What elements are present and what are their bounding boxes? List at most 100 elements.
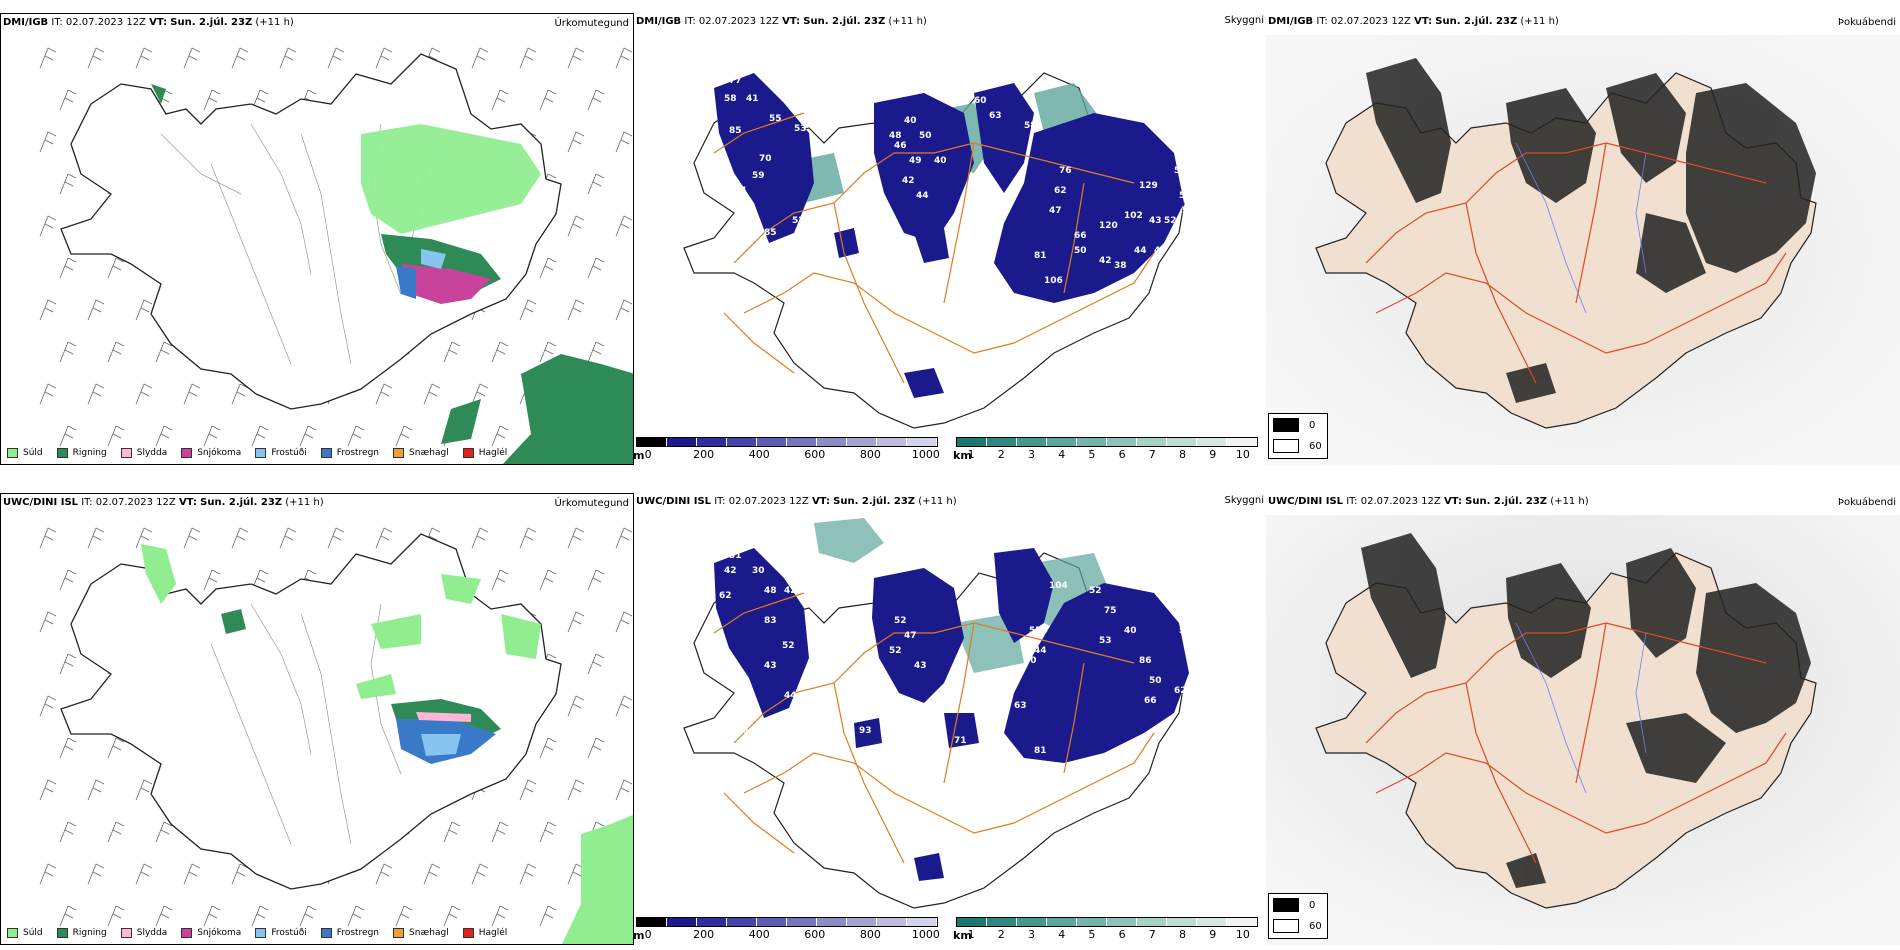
ceiling-value-label: 120 <box>1099 221 1118 231</box>
colorbar-segment <box>847 918 877 926</box>
legend-swatch <box>7 448 18 458</box>
legend-item: Snæhagl <box>393 448 449 458</box>
wind-barb <box>587 89 605 111</box>
legend-item: Slydda <box>120 928 168 938</box>
wind-barb <box>183 527 201 549</box>
colorbar-tick: 2 <box>997 928 1005 941</box>
ceiling-value-label: 43 <box>1149 216 1162 226</box>
colorbar-segment <box>1197 438 1227 446</box>
colorbar-tick: 9 <box>1209 448 1217 461</box>
colorbar-tick: 7 <box>1148 928 1156 941</box>
wind-barb <box>615 779 633 801</box>
iceland-map <box>39 527 633 944</box>
precip-type-panel-uwc: UWC/DINI ISL IT: 02.07.2023 12Z VT: Sun.… <box>0 493 634 945</box>
legend-label: Slydda <box>136 928 168 938</box>
ceiling-value-label: 30 <box>752 566 765 576</box>
colorbar-tick: 600 <box>804 928 826 941</box>
wind-barb <box>539 821 557 843</box>
colorbar-segment <box>787 918 817 926</box>
ceiling-value-label: 63 <box>1014 701 1027 711</box>
wind-barb <box>491 569 509 591</box>
wind-barb <box>107 737 125 759</box>
ceiling-value-label: 43 <box>764 661 777 671</box>
colorbar-tick: 800 <box>859 928 881 941</box>
legend-label: Frostregn <box>336 928 380 938</box>
wind-barb <box>251 905 269 927</box>
wind-barb <box>87 299 105 321</box>
ceiling-value-label: 42 <box>1099 256 1112 266</box>
colorbar-tick: 7 <box>1148 448 1156 461</box>
ceiling-value-label: 66 <box>1074 231 1087 241</box>
colorbar-tick: 10 <box>1235 448 1250 461</box>
colorbar-segment <box>757 918 787 926</box>
legend-label: Snjókoma <box>197 448 242 458</box>
wind-barb <box>279 47 297 69</box>
ceiling-value-label: 44 <box>1134 246 1147 256</box>
ceiling-value-label: 46 <box>894 141 907 151</box>
legend-swatch <box>181 928 193 938</box>
colorbar-segment <box>727 918 757 926</box>
ceiling-value-label: 44 <box>1034 646 1047 656</box>
fog-map <box>1266 35 1900 465</box>
colorbar-tick: 0 <box>644 928 652 941</box>
legend-label: Frostregn <box>336 448 380 458</box>
legend-swatch <box>255 928 267 938</box>
ceiling-value-label: 52 <box>894 616 907 626</box>
legend-swatch <box>393 928 405 938</box>
wind-barb <box>155 905 173 927</box>
colorbar-tick: 1 <box>967 448 975 461</box>
wind-barb <box>203 425 221 447</box>
wind-barb <box>567 779 585 801</box>
wind-barb <box>491 89 509 111</box>
wind-barb <box>59 89 77 111</box>
wind-barb <box>59 737 77 759</box>
ceiling-colorbar: 0 200 400 600 800 1000 m <box>634 437 940 465</box>
wind-barb <box>183 47 201 69</box>
precip-legend: Súld Rigning Slydda Snjókoma Frostúði Frostre… <box>7 448 507 458</box>
wind-barb <box>135 299 153 321</box>
wind-barb <box>491 905 509 927</box>
legend-swatch <box>56 448 68 458</box>
wind-barb <box>59 569 77 591</box>
ceiling-value-label: 81 <box>1034 746 1047 756</box>
colorbar-tick: 400 <box>748 448 770 461</box>
ceiling-value-label: 52 <box>889 646 902 656</box>
wind-barb <box>203 89 221 111</box>
wind-barb <box>39 527 57 549</box>
wind-barb <box>135 779 153 801</box>
ceiling-value-label: 70 <box>759 154 772 164</box>
colorbar-tick: 1 <box>967 928 975 941</box>
wind-barb <box>87 779 105 801</box>
ceiling-value-label: 53 <box>1099 636 1112 646</box>
wind-barb <box>539 89 557 111</box>
colorbar-segment <box>907 918 937 926</box>
wind-barb <box>587 341 605 363</box>
legend-label: Haglél <box>478 448 508 458</box>
colorbar-segment <box>1167 918 1197 926</box>
wind-barb <box>87 527 105 549</box>
wind-barb <box>471 383 489 405</box>
ceiling-value-label: 57 <box>1174 166 1187 176</box>
ceiling-value-label: 55 <box>769 114 782 124</box>
rivers <box>1515 622 1647 794</box>
panel-title: Þokuábendi <box>1837 497 1896 508</box>
wind-barb <box>375 527 393 549</box>
legend-item: Frostúði <box>255 928 307 938</box>
panel-title: Úrkomutegund <box>554 18 629 29</box>
wind-barb <box>471 863 489 885</box>
legend-label: Rigning <box>72 448 107 458</box>
ceiling-value-label: 52 <box>1164 216 1177 226</box>
wind-barb <box>327 527 345 549</box>
precip-areas <box>141 544 633 944</box>
colorbar-tick: 600 <box>804 448 826 461</box>
wind-barb <box>587 569 605 591</box>
wind-barb <box>567 47 585 69</box>
ceiling-value-label: 84 <box>734 186 747 196</box>
wind-barb <box>155 341 173 363</box>
ceiling-value-label: 52 <box>782 641 795 651</box>
colorbar-tick: 8 <box>1179 448 1186 461</box>
ceiling-value-label: 66 <box>1144 696 1157 706</box>
ceiling-value-label: 71 <box>954 736 967 746</box>
colorbar-segment <box>1047 918 1077 926</box>
